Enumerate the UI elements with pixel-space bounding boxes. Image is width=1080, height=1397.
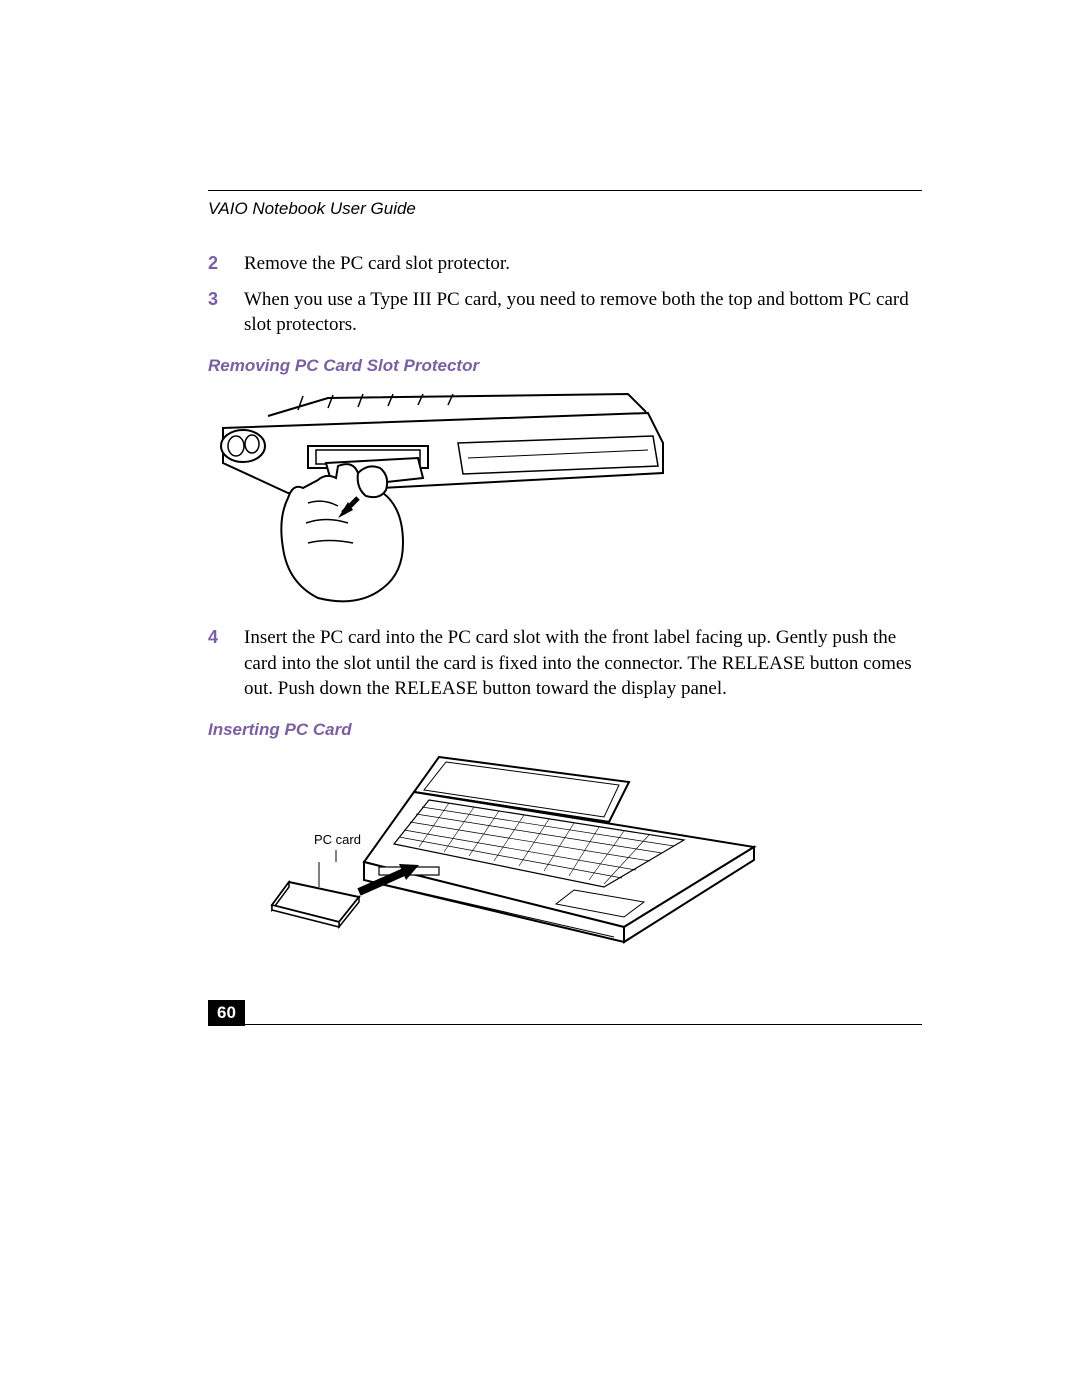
step-text: When you use a Type III PC card, you nee…: [244, 287, 922, 338]
figure2-caption: Inserting PC Card: [208, 720, 922, 740]
page-number: 60: [208, 1000, 245, 1026]
step-text: Remove the PC card slot protector.: [244, 251, 510, 277]
step-2: 2 Remove the PC card slot protector.: [208, 251, 922, 277]
footer-rule: [208, 1024, 922, 1025]
step-number: 2: [208, 251, 244, 277]
top-rule: [208, 190, 922, 191]
pc-card-label: PC card: [314, 832, 361, 847]
step-text: Insert the PC card into the PC card slot…: [244, 625, 922, 702]
figure-removing-protector: [208, 388, 922, 603]
step-4: 4 Insert the PC card into the PC card sl…: [208, 625, 922, 702]
page-footer: 60: [208, 1024, 922, 1025]
step-number: 4: [208, 625, 244, 702]
step-3: 3 When you use a Type III PC card, you n…: [208, 287, 922, 338]
step-number: 3: [208, 287, 244, 338]
header-title: VAIO Notebook User Guide: [208, 199, 922, 219]
figure-inserting-card: PC card: [264, 752, 922, 952]
figure1-caption: Removing PC Card Slot Protector: [208, 356, 922, 376]
